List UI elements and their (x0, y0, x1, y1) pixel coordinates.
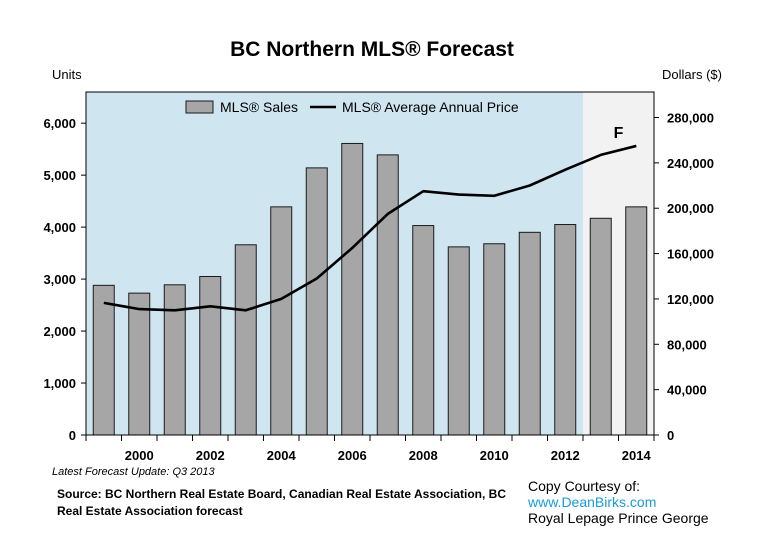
x-tick-label: 2002 (196, 448, 225, 463)
chart-title: BC Northern MLS® Forecast (230, 38, 514, 61)
sales-bar-2001 (163, 284, 186, 436)
sales-bar-2000 (128, 292, 151, 436)
bar-series (92, 142, 648, 436)
source-note: Source: BC Northern Real Estate Board, C… (57, 487, 506, 518)
left-axis-label: Units (52, 67, 82, 82)
legend-sales-label: MLS® Sales (220, 99, 298, 115)
x-tick-label: 2008 (409, 448, 438, 463)
right-tick-label: 0 (667, 428, 674, 443)
sales-bar-2012 (554, 224, 577, 436)
left-tick-label: 5,000 (43, 168, 76, 183)
price-line (103, 144, 637, 312)
right-tick-label: 280,000 (667, 111, 714, 126)
courtesy-company: Royal Lepage Prince George (528, 510, 709, 526)
right-axis-label: Dollars ($) (662, 67, 722, 82)
courtesy-line: Copy Courtesy of: (528, 478, 641, 494)
sales-bar-2008 (412, 225, 435, 436)
x-tick-label: 2014 (622, 448, 652, 463)
sales-bar-2003 (234, 244, 257, 436)
sales-bar-2004 (270, 206, 293, 436)
forecast-label: F (614, 125, 624, 142)
right-tick-label: 160,000 (667, 247, 714, 262)
right-tick-label: 200,000 (667, 201, 714, 216)
sales-bar-2013 (589, 217, 612, 436)
left-tick-label: 0 (69, 428, 76, 443)
sales-bar-1999 (92, 284, 115, 436)
right-tick-label: 80,000 (667, 337, 707, 352)
courtesy-block: Copy Courtesy of: www.DeanBirks.com Roya… (528, 478, 709, 526)
right-tick-label: 120,000 (667, 292, 714, 307)
left-tick-label: 4,000 (43, 220, 76, 235)
left-tick-label: 1,000 (43, 376, 76, 391)
left-tick-label: 6,000 (43, 116, 76, 131)
legend-bar-swatch (185, 100, 214, 114)
sales-bar-2006 (341, 142, 364, 436)
left-tick-label: 3,000 (43, 272, 76, 287)
x-tick-label: 2012 (551, 448, 580, 463)
sales-bar-2002 (199, 275, 222, 436)
x-tick-label: 2000 (125, 448, 154, 463)
courtesy-link[interactable]: www.DeanBirks.com (528, 494, 657, 510)
right-tick-label: 240,000 (667, 156, 714, 171)
right-axis: 0 40,000 80,000 120,000 160,000 200,000 240,00… (654, 111, 714, 443)
left-axis: 0 1,000 2,000 3,000 4,000 5,000 6,000 (43, 116, 86, 443)
sales-bar-2007 (376, 154, 399, 436)
x-axis: 2000 2002 2004 2006 2008 2010 2012 2014 (85, 435, 655, 463)
sales-bar-2010 (483, 243, 506, 436)
x-tick-label: 2006 (338, 448, 367, 463)
x-tick-label: 2004 (267, 448, 297, 463)
x-tick-label: 2010 (480, 448, 509, 463)
right-tick-label: 40,000 (667, 383, 707, 398)
sales-bar-2014 (625, 206, 648, 436)
legend: MLS® Sales MLS® Average Annual Price (185, 99, 519, 115)
sales-bar-2009 (447, 246, 470, 436)
forecast-update-note: Latest Forecast Update: Q3 2013 (52, 466, 215, 478)
left-tick-label: 2,000 (43, 324, 76, 339)
legend-price-label: MLS® Average Annual Price (342, 99, 519, 115)
sales-bar-2011 (518, 231, 541, 436)
sales-bar-2005 (305, 167, 328, 436)
